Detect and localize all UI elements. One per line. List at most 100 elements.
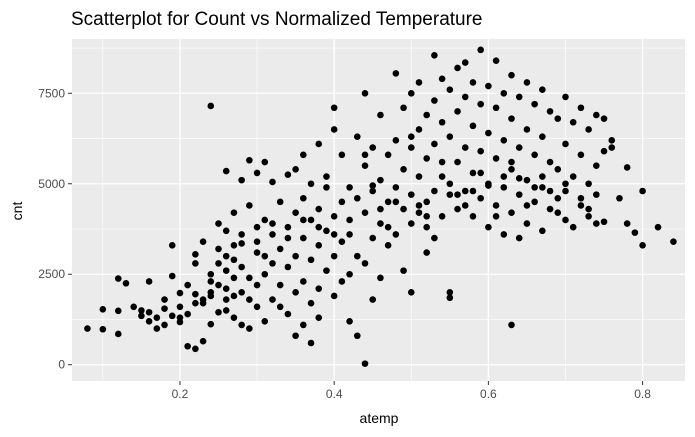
data-point bbox=[261, 158, 269, 166]
data-point bbox=[454, 205, 461, 213]
data-point bbox=[546, 158, 554, 166]
data-point bbox=[176, 314, 184, 321]
data-point bbox=[230, 256, 238, 264]
data-point bbox=[438, 118, 446, 126]
data-point bbox=[415, 202, 423, 209]
data-point bbox=[338, 238, 346, 245]
data-point bbox=[261, 252, 269, 260]
data-point bbox=[539, 227, 546, 235]
data-point bbox=[330, 126, 338, 133]
data-point bbox=[346, 270, 353, 278]
data-point bbox=[600, 115, 608, 122]
data-point bbox=[346, 184, 353, 191]
data-point bbox=[230, 241, 238, 249]
data-point bbox=[346, 231, 353, 238]
data-point bbox=[593, 162, 600, 169]
data-point bbox=[446, 86, 454, 93]
data-point bbox=[454, 158, 461, 166]
data-point bbox=[616, 194, 623, 202]
data-point bbox=[114, 275, 122, 282]
data-point bbox=[330, 292, 338, 300]
data-point bbox=[407, 191, 415, 198]
data-point bbox=[469, 187, 477, 195]
data-point bbox=[392, 70, 400, 77]
data-point bbox=[569, 223, 577, 231]
data-point bbox=[300, 151, 307, 159]
data-point bbox=[353, 252, 361, 260]
data-point bbox=[477, 169, 484, 177]
data-point bbox=[523, 202, 531, 209]
data-point bbox=[307, 299, 315, 307]
data-point bbox=[269, 260, 276, 267]
data-point bbox=[400, 205, 407, 213]
data-point bbox=[508, 209, 515, 217]
data-point bbox=[284, 234, 292, 242]
data-point bbox=[315, 241, 323, 249]
data-point bbox=[138, 312, 145, 320]
data-point bbox=[670, 238, 677, 245]
data-point bbox=[292, 165, 299, 173]
data-point bbox=[377, 176, 384, 184]
data-point bbox=[192, 290, 199, 298]
data-point bbox=[238, 240, 245, 247]
data-point bbox=[392, 231, 400, 238]
data-point bbox=[338, 198, 346, 206]
data-point bbox=[222, 307, 230, 314]
data-point bbox=[477, 100, 484, 108]
data-point bbox=[585, 205, 592, 213]
data-point bbox=[369, 187, 377, 195]
data-point bbox=[269, 231, 276, 238]
data-point bbox=[623, 164, 631, 171]
data-point bbox=[330, 104, 338, 112]
data-point bbox=[145, 317, 153, 325]
data-point bbox=[523, 220, 531, 227]
data-point bbox=[315, 140, 323, 148]
data-point bbox=[276, 303, 284, 311]
data-point bbox=[554, 165, 562, 173]
data-point bbox=[276, 281, 284, 289]
data-point bbox=[222, 227, 230, 235]
data-point bbox=[608, 137, 616, 144]
data-point bbox=[292, 332, 299, 340]
data-point bbox=[222, 167, 230, 175]
data-point bbox=[415, 79, 423, 86]
data-point bbox=[377, 205, 384, 213]
data-point bbox=[276, 198, 284, 206]
data-point bbox=[431, 51, 438, 59]
data-point bbox=[569, 118, 577, 126]
data-point bbox=[461, 202, 469, 209]
data-point bbox=[192, 260, 199, 267]
data-point bbox=[369, 234, 377, 242]
data-point bbox=[431, 97, 438, 104]
data-point bbox=[161, 321, 168, 329]
data-point bbox=[400, 267, 407, 274]
data-point bbox=[199, 296, 207, 303]
data-point bbox=[562, 180, 569, 188]
data-point bbox=[438, 213, 446, 220]
data-point bbox=[623, 220, 631, 227]
x-tick-label: 0.6 bbox=[480, 387, 497, 401]
data-point bbox=[184, 342, 191, 350]
data-point bbox=[407, 220, 415, 227]
data-point bbox=[199, 238, 207, 245]
data-point bbox=[384, 151, 392, 159]
data-point bbox=[461, 187, 469, 195]
data-point bbox=[145, 278, 153, 285]
data-point bbox=[300, 278, 307, 285]
data-point bbox=[508, 71, 515, 79]
data-point bbox=[145, 308, 153, 316]
data-point bbox=[330, 231, 338, 238]
data-point bbox=[292, 209, 299, 217]
data-point bbox=[238, 176, 245, 184]
data-point bbox=[384, 198, 392, 206]
data-point bbox=[577, 104, 585, 112]
data-point bbox=[515, 93, 523, 101]
data-point bbox=[207, 270, 215, 278]
data-point bbox=[215, 220, 222, 227]
data-point bbox=[161, 296, 168, 303]
y-axis-title: cnt bbox=[9, 202, 25, 221]
data-point bbox=[492, 104, 500, 112]
data-point bbox=[500, 231, 508, 238]
data-point bbox=[654, 223, 662, 231]
